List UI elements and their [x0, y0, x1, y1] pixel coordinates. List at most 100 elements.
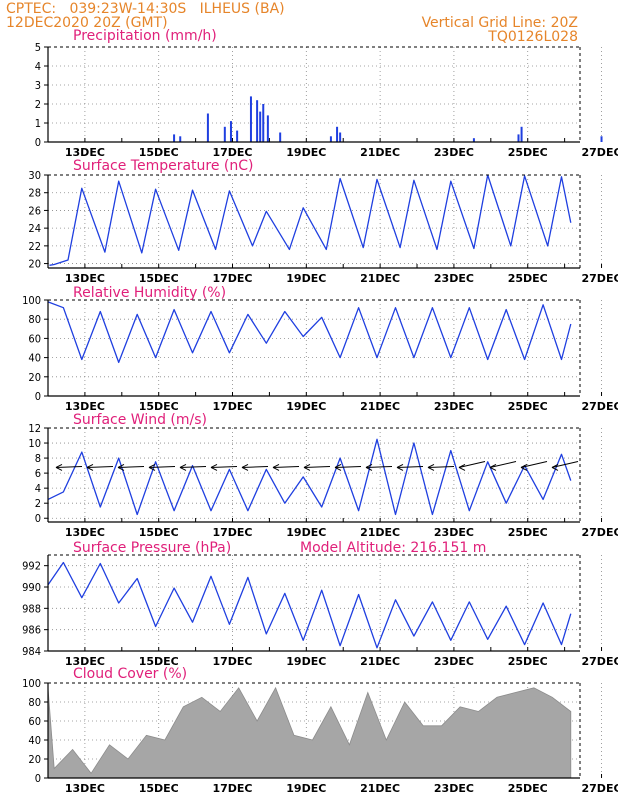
panel-title: Relative Humidity (%): [73, 285, 226, 301]
panel-title: Surface Temperature (nC): [73, 158, 254, 174]
x-tick-label: 17DEC: [212, 655, 252, 668]
y-tick-label: 30: [28, 169, 41, 182]
y-tick-label: 4: [35, 482, 41, 495]
precip-bar: [336, 126, 339, 142]
y-tick-label: 40: [28, 352, 41, 365]
x-tick-label: 27DEC: [582, 526, 618, 539]
wind-arrow: [272, 465, 300, 468]
y-tick-label: 40: [28, 734, 41, 747]
panel-3: 0 20 40 60 80 100 13DEC 15DEC 17DEC 19DEC 21DEC 23D…: [22, 285, 618, 413]
x-tick-label: 21DEC: [360, 272, 400, 285]
wind-arrow: [241, 465, 269, 468]
precip-bar: [259, 111, 262, 142]
x-tick-label: 25DEC: [508, 655, 548, 668]
precip-bar: [329, 136, 332, 142]
wind-arrow-head: [520, 464, 528, 471]
x-tick-label: 17DEC: [212, 272, 252, 285]
wind-arrow-head: [365, 464, 373, 471]
wind-arrow: [179, 465, 207, 468]
y-tick-label: 80: [28, 313, 41, 326]
y-tick-label: 20: [28, 753, 41, 766]
wind-arrow-head: [458, 464, 466, 471]
wind-arrow: [303, 465, 331, 468]
x-tick-label: 25DEC: [508, 400, 548, 413]
x-tick-label: 27DEC: [582, 272, 618, 285]
panel-annotation: Model Altitude: 216.151 m: [300, 540, 486, 556]
precip-bar: [520, 126, 523, 142]
wind-arrow-head: [86, 464, 94, 471]
y-tick-label: 100: [22, 677, 41, 690]
x-tick-label: 19DEC: [286, 782, 326, 795]
wind-arrow: [520, 460, 548, 468]
precip-bar: [173, 134, 176, 142]
y-tick-label: 2: [35, 497, 41, 510]
x-tick-label: 23DEC: [434, 272, 474, 285]
panel-title: Surface Wind (m/s): [73, 412, 207, 428]
precip-bar: [472, 138, 475, 142]
cloud-cover-area: [47, 686, 572, 779]
x-tick-label: 23DEC: [434, 782, 474, 795]
x-tick-label: 27DEC: [582, 400, 618, 413]
wind-arrow-head: [272, 464, 280, 471]
wind-arrow-head: [489, 464, 497, 471]
series-line: [47, 561, 572, 649]
x-tick-label: 19DEC: [286, 526, 326, 539]
precip-bar: [266, 115, 269, 142]
precip-bar: [179, 136, 182, 142]
precip-bar: [256, 100, 259, 142]
x-tick-label: 21DEC: [360, 655, 400, 668]
x-tick-label: 19DEC: [286, 146, 326, 159]
x-tick-label: 27DEC: [582, 655, 618, 668]
y-tick-label: 60: [28, 332, 41, 345]
x-tick-label: 13DEC: [65, 272, 105, 285]
wind-arrow: [427, 465, 455, 468]
x-tick-label: 25DEC: [508, 146, 548, 159]
wind-arrow-head: [148, 464, 156, 471]
y-tick-label: 26: [28, 204, 41, 217]
wind-arrow: [458, 460, 486, 468]
series-line: [47, 438, 572, 516]
precip-bar: [223, 126, 226, 142]
wind-arrow-head: [179, 464, 187, 471]
precip-bar: [206, 113, 209, 142]
wind-arrow-head: [241, 464, 249, 471]
y-tick-label: 990: [22, 581, 41, 594]
precip-bar: [249, 96, 252, 142]
precip-bar: [229, 121, 232, 142]
wind-arrow: [334, 465, 362, 468]
wind-arrow: [55, 465, 83, 468]
wind-arrow-head: [117, 464, 125, 471]
header-model: TQ0126L028: [488, 29, 578, 45]
y-tick-label: 1: [35, 117, 41, 130]
panel-title: Cloud Cover (%): [73, 666, 187, 682]
wind-arrow: [148, 465, 176, 468]
wind-arrow: [117, 465, 145, 468]
panel-title: Precipitation (mm/h): [73, 28, 217, 44]
y-tick-label: 12: [28, 422, 41, 435]
wind-arrow-head: [551, 464, 559, 471]
y-tick-label: 0: [35, 512, 41, 525]
wind-arrow-head: [396, 464, 404, 471]
series-line: [47, 301, 572, 364]
x-tick-label: 15DEC: [139, 272, 179, 285]
x-tick-label: 23DEC: [434, 526, 474, 539]
y-tick-label: 8: [35, 452, 41, 465]
x-tick-label: 15DEC: [139, 526, 179, 539]
x-tick-label: 15DEC: [139, 782, 179, 795]
x-tick-label: 17DEC: [212, 146, 252, 159]
panel-6: 0 20 40 60 80 100 13DEC 15DEC 17DEC 19DEC 21DEC 23D…: [22, 666, 618, 795]
y-tick-label: 984: [22, 645, 41, 658]
y-tick-label: 28: [28, 187, 41, 200]
wind-arrow: [489, 460, 517, 468]
x-tick-label: 13DEC: [65, 400, 105, 413]
precip-bar: [236, 130, 239, 142]
x-tick-label: 17DEC: [212, 400, 252, 413]
wind-arrow-head: [303, 464, 311, 471]
x-tick-label: 23DEC: [434, 146, 474, 159]
x-tick-label: 25DEC: [508, 782, 548, 795]
y-tick-label: 4: [35, 60, 41, 73]
wind-arrow: [210, 465, 238, 468]
panel-5: 984 986 988 990 992 13DEC 15DEC 17DEC 19DEC 21DEC…: [22, 540, 618, 668]
panel-4: 0 2 4 6 8 10 12 13DEC 15DEC 17DEC 19DEC 21DEC 23DEC 2…: [28, 412, 618, 539]
